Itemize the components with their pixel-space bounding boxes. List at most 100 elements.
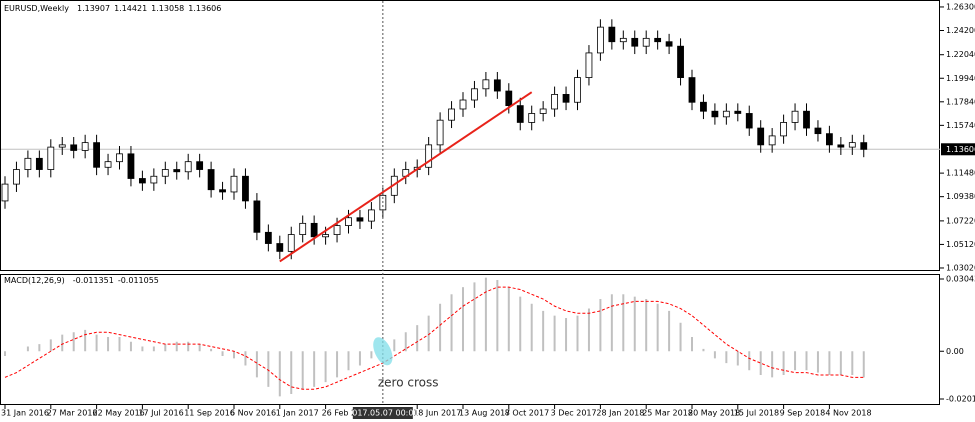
candle-body <box>837 144 845 148</box>
candle-body <box>562 94 570 103</box>
x-tick-label: 31 Jan 2016 <box>1 409 49 418</box>
y-tick-label: 1.05120 <box>946 240 975 249</box>
candle-body <box>184 161 192 173</box>
candle-body <box>860 142 868 150</box>
candle-body <box>35 157 43 170</box>
candle-body <box>425 144 433 168</box>
x-tick-label: 3 Dec 2017 <box>551 409 597 418</box>
candle-body <box>585 52 593 78</box>
x-tick-label: 27 Mar 2016 <box>47 409 98 418</box>
x-tick-label: 28 Jan 2018 <box>596 409 644 418</box>
crosshair-label-box <box>352 407 413 419</box>
candle-body <box>768 135 776 146</box>
candle-body <box>367 209 375 222</box>
candle-body <box>677 45 684 78</box>
candle-body <box>780 122 787 137</box>
x-tick-label: 17 Jul 2016 <box>138 409 183 418</box>
header-value: 1.13606 <box>188 4 221 13</box>
y-tick-label: 1.07220 <box>946 216 975 225</box>
candle-body <box>230 175 238 193</box>
candle-body <box>253 200 261 233</box>
y-tick-label: 0.030431 <box>946 275 975 284</box>
y-tick-label: 1.15740 <box>946 121 975 130</box>
candle-body <box>654 37 662 43</box>
candle-body <box>551 94 558 110</box>
candle-body <box>219 189 226 193</box>
candle-body <box>688 77 696 103</box>
header-value: 1.13058 <box>151 4 184 13</box>
candle-body <box>722 110 730 118</box>
y-tick-label: 1.09380 <box>946 192 975 201</box>
candle-body <box>322 234 330 238</box>
panel-header: EURUSD,Weekly 1.13907 1.14421 1.13058 1.1360… <box>4 4 221 13</box>
candle-body <box>803 110 810 129</box>
candle-body <box>791 110 799 123</box>
candle-body <box>287 234 295 252</box>
trendline <box>279 91 533 263</box>
candle-body <box>207 169 215 191</box>
candle-body <box>127 153 135 179</box>
x-tick-label: 9 Sep 2018 <box>780 409 826 418</box>
candle-body <box>264 231 272 244</box>
candle-body <box>459 99 467 110</box>
candle-body <box>848 142 856 148</box>
annotation: zero cross <box>378 376 439 390</box>
candle-body <box>161 169 169 177</box>
candle-body <box>242 175 249 202</box>
header-value: -0.011055 <box>118 276 159 285</box>
candle-body <box>814 127 822 135</box>
candle-body <box>310 222 318 238</box>
candle-body <box>700 101 707 112</box>
candle-body <box>345 217 352 226</box>
y-tick-label: 0.00 <box>946 347 964 356</box>
header-value: -0.011351 <box>73 276 114 285</box>
y-tick-label: -0.020115 <box>946 395 975 404</box>
y-tick-label: 1.03020 <box>946 263 975 272</box>
candle-body <box>757 127 765 146</box>
candle-body <box>58 144 66 148</box>
candle-body <box>93 142 100 168</box>
x-tick-label: 13 Aug 2017 <box>459 409 510 418</box>
candle-body <box>173 169 181 173</box>
candle-body <box>619 37 627 43</box>
candle-body <box>299 222 307 235</box>
x-tick-label: 1 Jan 2017 <box>276 409 319 418</box>
x-tick-label: 20 May 2018 <box>688 409 740 418</box>
candle-body <box>516 105 524 123</box>
header-value: 1.13907 <box>77 4 110 13</box>
current-price-box <box>941 143 975 156</box>
candle-body <box>150 175 158 184</box>
candle-body <box>711 110 719 118</box>
price-panel <box>0 0 940 271</box>
candle-body <box>333 225 341 235</box>
crosshair-label: 2017.05.07 00:00 <box>347 409 418 418</box>
x-tick-label: 4 Nov 2018 <box>825 409 871 418</box>
candle-body <box>745 113 753 129</box>
zero-cross-highlight <box>373 337 393 366</box>
candle-body <box>13 169 20 185</box>
candle-body <box>539 108 547 114</box>
panel-header: MACD(12,26,9) -0.011351 -0.011055 <box>4 276 159 285</box>
candle-body <box>826 133 833 146</box>
y-tick-label: 1.11480 <box>946 169 975 178</box>
y-tick-label: 1.26300 <box>946 2 975 11</box>
candle-body <box>665 41 673 47</box>
y-tick-label: 1.19940 <box>946 74 975 83</box>
candle-body <box>493 79 501 92</box>
candle-body <box>642 37 650 47</box>
candle-body <box>47 146 55 170</box>
candle-body <box>276 243 284 252</box>
header-value: 1.14421 <box>114 4 147 13</box>
candle-body <box>471 88 478 101</box>
candle-body <box>608 26 616 43</box>
candle-body <box>104 161 112 168</box>
candle-body <box>734 110 742 114</box>
current-price-label: 1.13606 <box>946 145 975 154</box>
x-tick-label: 26 Feb 2017 <box>322 409 372 418</box>
candle-body <box>505 90 513 107</box>
candle-body <box>482 79 490 90</box>
y-tick-label: 1.17840 <box>946 97 975 106</box>
